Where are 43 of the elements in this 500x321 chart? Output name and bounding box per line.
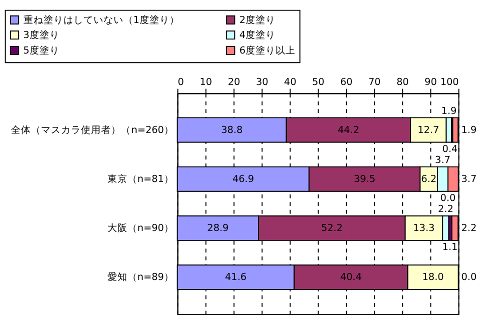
y-tick-label: 愛知（n=89） (107, 271, 174, 284)
legend-label: 重ね塗りはしていない（1度塗り） (23, 14, 180, 26)
x-tick-label: 90 (424, 76, 437, 88)
x-tick-label: 10 (200, 76, 212, 88)
data-label: 41.6 (225, 272, 247, 284)
legend-label: 4度塗り (239, 28, 276, 41)
x-tick-label: 80 (396, 76, 409, 88)
data-label: 18.0 (422, 272, 444, 284)
data-label: 40.4 (340, 272, 362, 284)
data-label: 1.1 (442, 242, 458, 254)
x-tick-label: 60 (340, 76, 353, 88)
legend-label: 2度塗り (239, 14, 276, 26)
data-label: 38.8 (221, 124, 243, 136)
data-label: 1.9 (441, 106, 457, 117)
legend-label: 5度塗り (23, 44, 60, 56)
data-label: 44.2 (338, 124, 360, 136)
legend-label: 3度塗り (23, 28, 60, 41)
x-tick-label: 30 (256, 76, 268, 88)
data-label: 6.2 (421, 174, 437, 185)
data-label: 39.5 (354, 174, 376, 185)
x-tick-label: 50 (312, 76, 324, 88)
y-tick-label: 東京（n=81） (107, 172, 174, 185)
legend-label: 6度塗り以上 (239, 44, 296, 56)
data-label: 0.0 (440, 193, 456, 204)
data-label: 3.7 (461, 174, 477, 185)
data-label: 52.2 (321, 223, 343, 234)
data-label: 1.9 (461, 124, 477, 136)
y-tick-label: 全体（マスカラ使用者）（n=260） (11, 124, 174, 136)
x-tick-label: 0 (178, 76, 184, 88)
data-label: 0.4 (442, 144, 458, 155)
x-tick-label: 20 (228, 76, 240, 88)
data-label: 46.9 (232, 174, 254, 185)
data-label: 28.9 (207, 223, 229, 234)
x-tick-label: 100 (440, 76, 459, 88)
data-label: 0.0 (461, 272, 477, 284)
y-tick-label: 大阪（n=90） (107, 222, 174, 234)
data-label: 2.2 (461, 223, 477, 234)
data-label: 13.3 (413, 223, 435, 234)
data-label: 3.7 (435, 154, 450, 166)
x-tick-label: 70 (368, 76, 381, 88)
x-tick-label: 40 (284, 76, 296, 88)
data-label: 2.2 (438, 204, 454, 216)
data-label: 12.7 (418, 124, 440, 136)
